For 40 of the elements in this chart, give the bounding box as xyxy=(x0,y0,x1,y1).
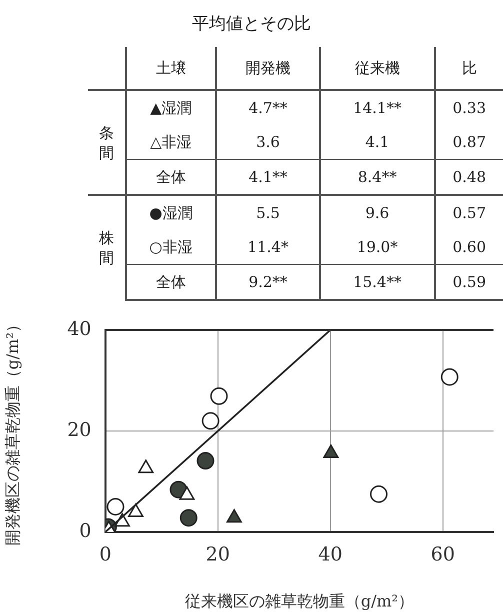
text: 0.87 xyxy=(452,133,486,151)
category-label: ●湿潤 xyxy=(149,204,192,222)
x-axis-title: 従来機区の雑草乾物重（g/m²） xyxy=(184,592,414,611)
text: 11.4* xyxy=(248,238,288,256)
text: 19.0* xyxy=(356,238,398,256)
text: 4.1** xyxy=(248,168,288,186)
text: 8.4** xyxy=(358,168,397,186)
x-tick-label: 60 xyxy=(430,543,455,566)
text: 0.57 xyxy=(452,204,486,222)
category-label: △非湿 xyxy=(150,132,192,150)
text: 0.48 xyxy=(452,168,486,186)
text: 0.59 xyxy=(452,273,486,291)
category-label: ▲湿潤 xyxy=(150,98,192,116)
text: 14.1** xyxy=(353,99,402,117)
text: 15.4** xyxy=(353,273,402,291)
category-label: 土壌 xyxy=(126,47,216,90)
text: 0.33 xyxy=(452,99,486,117)
category-label: 従来機 xyxy=(320,47,435,90)
y-tick-label: 20 xyxy=(67,418,92,441)
category-label: 開発機 xyxy=(216,47,320,90)
category-label: ○非湿 xyxy=(149,238,192,256)
text: 平均値とその比 xyxy=(191,13,312,36)
category-label: 全体 xyxy=(156,168,186,186)
text: 9.6 xyxy=(365,204,390,222)
text: 条間 xyxy=(98,124,114,162)
y-axis-title: 開発機区の雑草乾物重（g/m²） xyxy=(2,316,22,546)
text: 4.1 xyxy=(365,133,390,151)
y-tick-label: 40 xyxy=(67,318,92,340)
x-tick-label: 40 xyxy=(318,543,342,566)
text: 5.5 xyxy=(256,204,280,222)
x-tick-label: 0 xyxy=(99,543,112,566)
text: 0.60 xyxy=(452,238,486,256)
text: 3.6 xyxy=(256,133,280,151)
text: 株間 xyxy=(98,229,114,267)
y-tick-label: 0 xyxy=(79,520,92,542)
text: 4.7** xyxy=(248,99,288,117)
text: 9.2** xyxy=(248,273,288,291)
x-tick-label: 20 xyxy=(206,543,230,566)
category-label: 全体 xyxy=(156,272,186,290)
category-label: 比 xyxy=(434,47,503,90)
